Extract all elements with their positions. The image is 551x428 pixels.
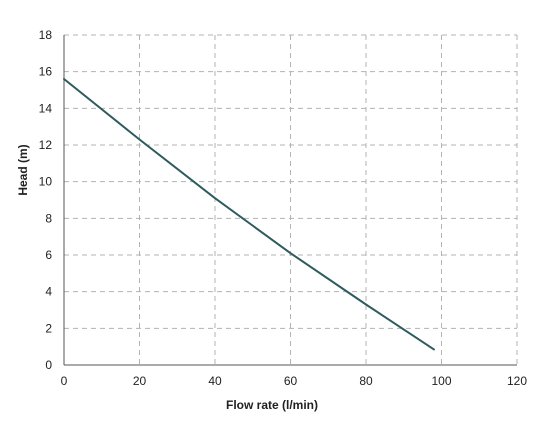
y-tick-label: 8 [45,211,52,225]
grid [64,34,518,365]
x-tick-label: 40 [208,374,222,388]
x-tick-label: 100 [431,374,451,388]
axes [63,35,517,366]
y-tick-label: 6 [45,248,52,262]
y-tick-label: 2 [45,321,52,335]
y-tick-labels: 0 2 4 6 8 10 12 14 16 18 [39,28,53,372]
x-tick-label: 20 [133,374,147,388]
x-tick-label: 0 [61,374,68,388]
x-tick-label: 80 [359,374,373,388]
y-tick-label: 18 [39,28,53,42]
x-tick-label: 60 [284,374,298,388]
y-tick-label: 14 [39,101,53,115]
y-tick-label: 12 [39,138,53,152]
y-tick-label: 16 [39,65,53,79]
x-tick-labels: 0 20 40 60 80 100 120 [61,374,528,388]
y-tick-label: 4 [45,285,52,299]
x-axis-title: Flow rate (l/min) [226,398,318,412]
series-line [63,78,435,351]
y-tick-label: 10 [39,175,53,189]
y-tick-label: 0 [45,358,52,372]
y-axis-title: Head (m) [16,144,30,195]
x-tick-label: 120 [507,374,527,388]
series-layer [63,78,435,351]
